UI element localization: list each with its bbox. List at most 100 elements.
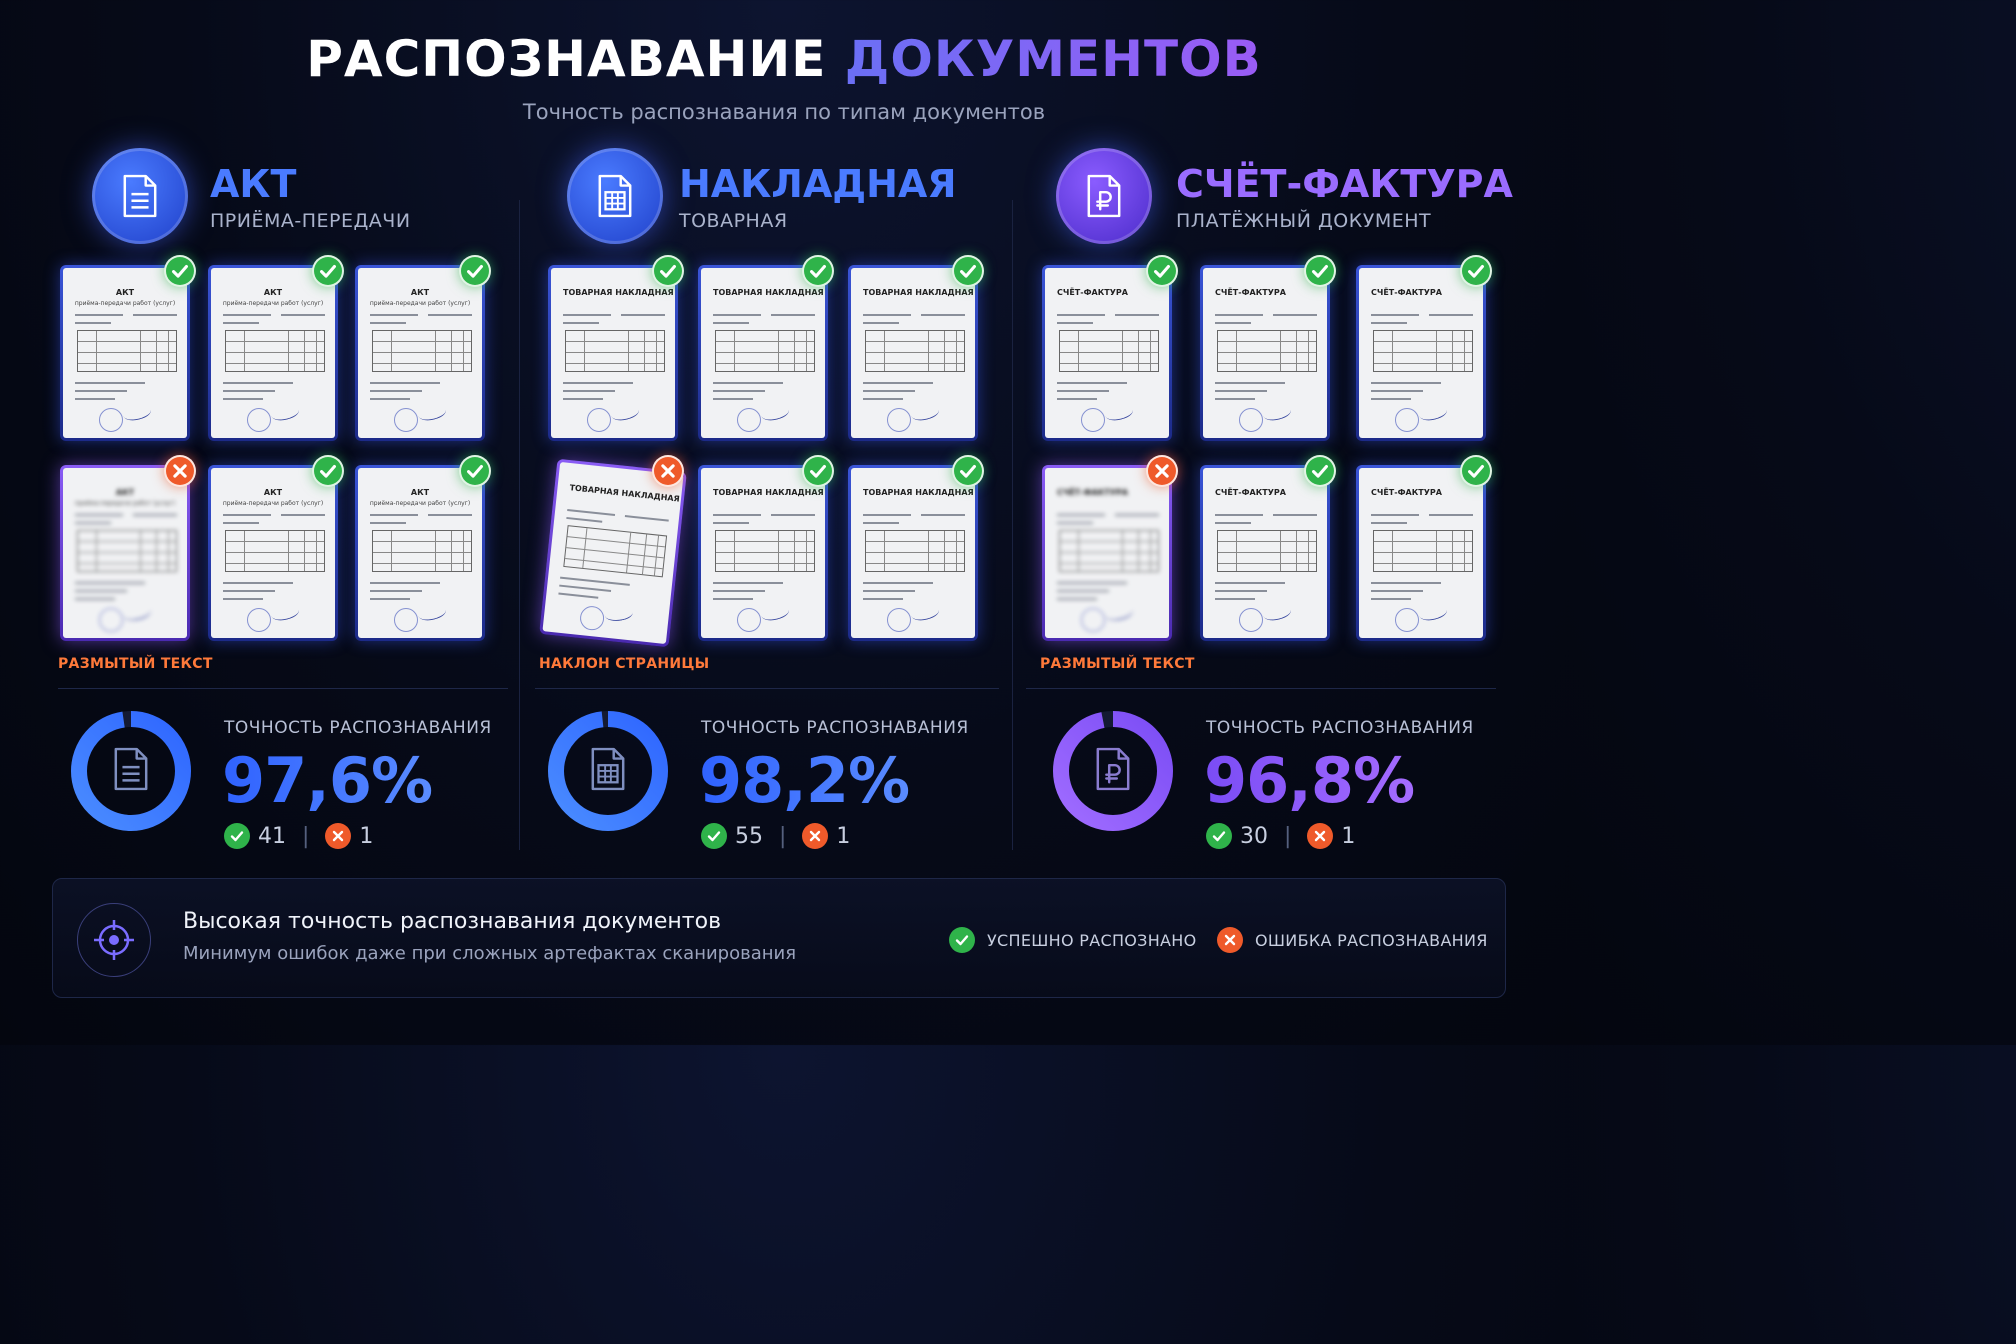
table-row-line [866, 552, 964, 553]
text-line [223, 322, 259, 324]
text-line [1057, 598, 1097, 600]
document-thumbnail: ТОВАРНАЯ НАКЛАДНАЯ [848, 265, 978, 441]
text-line [1057, 390, 1109, 392]
text-line [75, 322, 111, 324]
text-line [1215, 582, 1285, 584]
section-divider-line [58, 688, 508, 689]
stamp-icon [737, 608, 761, 632]
text-line [566, 516, 603, 523]
text-line [1215, 598, 1255, 600]
text-line [863, 322, 899, 324]
legend-success: УСПЕШНО РАСПОЗНАНО [949, 927, 1197, 953]
table-col-line [1296, 331, 1297, 371]
document-page: ТОВАРНАЯ НАКЛАДНАЯ [851, 468, 975, 638]
table-col-line [140, 331, 141, 371]
document-page-title: ТОВАРНАЯ НАКЛАДНАЯ [713, 488, 824, 497]
table-col-line [734, 331, 735, 371]
document-table [565, 330, 665, 372]
table-col-line [391, 331, 392, 371]
text-line [621, 314, 665, 316]
table-document-icon [567, 148, 663, 244]
document-thumbnail: АКТ приёма-передачи работ (услуг) [355, 265, 485, 441]
table-col-line [391, 531, 392, 571]
text-line [713, 522, 749, 524]
table-col-line [928, 531, 929, 571]
table-col-line [1296, 531, 1297, 571]
result-counts: 41 | 1 [224, 822, 373, 850]
table-row-line [1060, 563, 1158, 564]
ring-progress [1053, 711, 1173, 831]
document-page-subtitle: приёма-передачи работ (услуг) [74, 500, 176, 507]
table-row-line [226, 541, 324, 542]
stamp-icon [394, 408, 418, 432]
table-row-line [78, 352, 176, 353]
text-line [75, 590, 127, 592]
table-col-line [435, 531, 436, 571]
table-row-line [866, 341, 964, 342]
table-col-line [156, 331, 157, 371]
table-row-line [566, 341, 664, 342]
table-row-line [1374, 541, 1472, 542]
text-line [1429, 314, 1473, 316]
table-col-line [463, 331, 464, 371]
section-3: СЧЁТ-ФАКТУРА ПЛАТЁЖНЫЙ ДОКУМЕНТ РАЗМЫТЫЙ Т… [1026, 148, 1513, 858]
text-line [1371, 382, 1441, 384]
text-line [370, 314, 418, 316]
text-line [1371, 582, 1441, 584]
text-line [223, 582, 293, 584]
text-line [1215, 382, 1285, 384]
signature-icon [603, 604, 634, 624]
document-table [1217, 530, 1317, 572]
legend-error-label: ОШИБКА РАСПОЗНАВАНИЯ [1255, 930, 1488, 950]
error-count: 1 [359, 823, 374, 849]
table-row-line [716, 541, 814, 542]
text-line [1215, 398, 1255, 400]
accuracy-ring [68, 708, 194, 834]
text-line [863, 522, 899, 524]
document-page: АКТ приёма-передачи работ (услуг) [358, 268, 482, 438]
table-row-line [1218, 552, 1316, 553]
table-row-line [716, 363, 814, 364]
accuracy-ring [545, 708, 671, 834]
text-line [223, 390, 275, 392]
document-table [372, 530, 472, 572]
table-col-line [288, 531, 289, 571]
text-line [370, 582, 440, 584]
section-divider-line [535, 688, 999, 689]
table-col-line [956, 331, 957, 371]
document-thumbnail: АКТ приёма-передачи работ (услуг) [208, 265, 338, 441]
table-row-line [1218, 341, 1316, 342]
table-col-line [1392, 331, 1393, 371]
text-line [863, 582, 933, 584]
table-row-line [373, 352, 471, 353]
table-col-line [628, 331, 629, 371]
document-page-title: АКТ [410, 488, 430, 497]
check-icon [1460, 455, 1492, 487]
target-icon [77, 903, 151, 977]
text-line [863, 514, 911, 516]
table-col-line [463, 531, 464, 571]
table-row-line [716, 352, 814, 353]
error-label: НАКЛОН СТРАНИЦЫ [539, 656, 710, 672]
text-line [1371, 314, 1419, 316]
text-line [1371, 522, 1407, 524]
text-line [863, 314, 911, 316]
stamp-icon [1395, 408, 1419, 432]
signature-icon [1261, 602, 1293, 624]
text-line [1215, 522, 1251, 524]
stamp-icon [247, 408, 271, 432]
accuracy-ring-svg [1053, 711, 1173, 831]
signature-icon [1103, 602, 1135, 624]
check-icon [701, 823, 727, 849]
count-separator: | [302, 823, 310, 849]
document-page-title: СЧЁТ-ФАКТУРА [1371, 488, 1442, 497]
table-row-line [566, 363, 664, 364]
accuracy-value: 97,6% [222, 744, 433, 817]
text-line [1057, 590, 1109, 592]
signature-icon [609, 402, 641, 424]
document-thumbnail: ТОВАРНАЯ НАКЛАДНАЯ [848, 465, 978, 641]
document-page-title: ТОВАРНАЯ НАКЛАДНАЯ [863, 488, 974, 497]
table-col-line [1308, 331, 1309, 371]
text-line [1215, 514, 1263, 516]
text-line [713, 322, 749, 324]
